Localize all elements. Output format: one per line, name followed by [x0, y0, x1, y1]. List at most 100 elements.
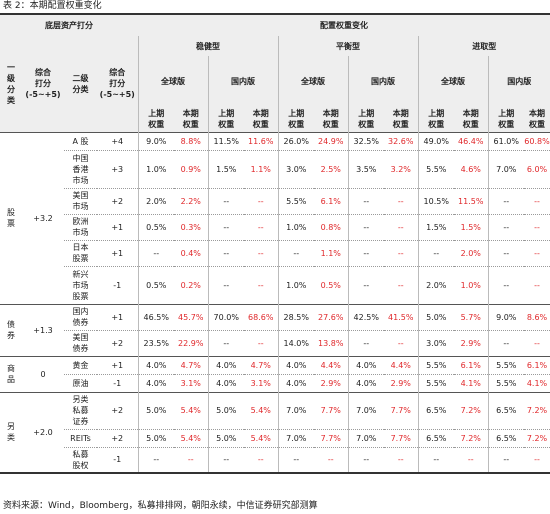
- curr-weight: 1.0%: [454, 265, 488, 304]
- cell-line: 打分: [35, 79, 51, 89]
- cell-line: 市场: [72, 280, 89, 290]
- cell-line: 国内: [72, 307, 89, 316]
- sub-score: +2: [97, 428, 138, 447]
- prev-weight: --: [207, 239, 244, 266]
- curr-weight: 3.2%: [384, 149, 418, 188]
- prev-weight: --: [207, 329, 244, 356]
- prev-weight: 4.0%: [347, 373, 384, 392]
- cell-line: 权重: [322, 119, 339, 129]
- curr-weight: 0.8%: [314, 213, 348, 240]
- cell-line: 权重: [462, 119, 479, 129]
- cell-line: 一: [7, 62, 15, 72]
- prev-weight: --: [347, 187, 384, 214]
- header-curr-weight: 本期 权重: [384, 106, 418, 132]
- prev-weight: 14.0%: [277, 329, 314, 356]
- cell-line: 权重: [498, 119, 515, 129]
- cell-line: 市场: [72, 202, 89, 211]
- cell-line: 本期: [252, 108, 269, 118]
- cell-line: 美国: [72, 333, 89, 342]
- header-version: 全球版: [417, 56, 488, 106]
- prev-weight: 42.5%: [347, 303, 384, 330]
- curr-weight: 7.7%: [314, 428, 348, 447]
- cell-line: 上期: [148, 108, 165, 118]
- prev-weight: 7.0%: [277, 391, 314, 429]
- prev-weight: 7.0%: [487, 149, 524, 188]
- header-version: 国内版: [487, 56, 550, 106]
- curr-weight: 7.7%: [384, 428, 418, 447]
- prev-weight: --: [277, 239, 314, 266]
- curr-weight: --: [314, 446, 348, 473]
- cell-line: 本期: [182, 108, 199, 118]
- curr-weight: 46.4%: [454, 131, 488, 150]
- prev-weight: 5.5%: [417, 149, 454, 188]
- curr-weight: 0.3%: [174, 213, 208, 240]
- curr-weight: 2.9%: [454, 329, 488, 356]
- cell-line: 市场: [72, 228, 89, 237]
- header-group: 稳健型: [137, 36, 278, 56]
- curr-weight: 0.5%: [314, 265, 348, 304]
- curr-weight: 0.2%: [174, 265, 208, 304]
- category-name: 另类: [0, 391, 22, 473]
- cell-line: 债券: [72, 344, 89, 353]
- header-curr-weight: 本期 权重: [174, 106, 208, 132]
- curr-weight: --: [384, 265, 418, 304]
- cell-line: 欧洲: [72, 217, 89, 226]
- curr-weight: --: [384, 213, 418, 240]
- category-name: 商品: [0, 355, 22, 392]
- curr-weight: 27.6%: [314, 303, 348, 330]
- cell-line: 本期: [529, 108, 545, 118]
- prev-weight: 7.0%: [347, 391, 384, 429]
- cell-line: 商: [7, 364, 15, 373]
- cell-line: 类: [7, 433, 15, 443]
- curr-weight: 0.9%: [174, 149, 208, 188]
- prev-weight: 70.0%: [207, 303, 244, 330]
- prev-weight: 49.0%: [417, 131, 454, 150]
- header-curr-weight: 本期 权重: [244, 106, 278, 132]
- cell-line: 二级: [72, 73, 89, 83]
- cell-line: 权重: [529, 119, 545, 129]
- curr-weight: --: [384, 446, 418, 473]
- cell-line: 债券: [72, 318, 89, 327]
- prev-weight: 9.0%: [137, 131, 174, 150]
- cell-line: 股票: [72, 291, 89, 301]
- prev-weight: --: [137, 239, 174, 266]
- prev-weight: 6.5%: [487, 391, 524, 429]
- header-prev-weight: 上期 权重: [207, 106, 244, 132]
- prev-weight: 2.0%: [137, 187, 174, 214]
- header-version: 全球版: [277, 56, 348, 106]
- prev-weight: 10.5%: [417, 187, 454, 214]
- curr-weight: 4.1%: [454, 373, 488, 392]
- cell-line: 美国: [72, 191, 89, 200]
- curr-weight: 5.4%: [174, 391, 208, 429]
- prev-weight: --: [207, 213, 244, 240]
- curr-weight: --: [524, 213, 550, 240]
- sub-category: 另类 私募 证券: [64, 391, 97, 429]
- sub-category: 原油: [64, 373, 97, 392]
- header-level1: 一级分类: [0, 36, 22, 132]
- cell-line: 私募: [72, 449, 89, 459]
- sub-category: 中国 香港 市场: [64, 149, 97, 188]
- curr-weight: 6.1%: [524, 355, 550, 374]
- curr-weight: 45.7%: [174, 303, 208, 330]
- curr-weight: 68.6%: [244, 303, 278, 330]
- category-score: +1.3: [22, 303, 64, 356]
- table-caption: 表 2：本期配置权重变化: [3, 1, 102, 11]
- cell-line: 上期: [498, 108, 515, 118]
- curr-weight: 5.4%: [174, 428, 208, 447]
- cell-line: 股: [7, 208, 15, 217]
- prev-weight: 5.0%: [137, 391, 174, 429]
- cell-line: 另类: [72, 395, 89, 404]
- cell-line: 品: [7, 375, 15, 384]
- prev-weight: 28.5%: [277, 303, 314, 330]
- cell-line: 香港: [72, 164, 89, 174]
- cell-line: 权重: [218, 119, 235, 129]
- curr-weight: 1.5%: [454, 213, 488, 240]
- header-prev-weight: 上期 权重: [487, 106, 524, 132]
- sub-score: +1: [97, 239, 138, 266]
- sub-category: 国内 债券: [64, 303, 97, 330]
- prev-weight: 61.0%: [487, 131, 524, 150]
- curr-weight: --: [244, 213, 278, 240]
- curr-weight: 11.5%: [454, 187, 488, 214]
- prev-weight: 4.0%: [347, 355, 384, 374]
- sub-score: +2: [97, 187, 138, 214]
